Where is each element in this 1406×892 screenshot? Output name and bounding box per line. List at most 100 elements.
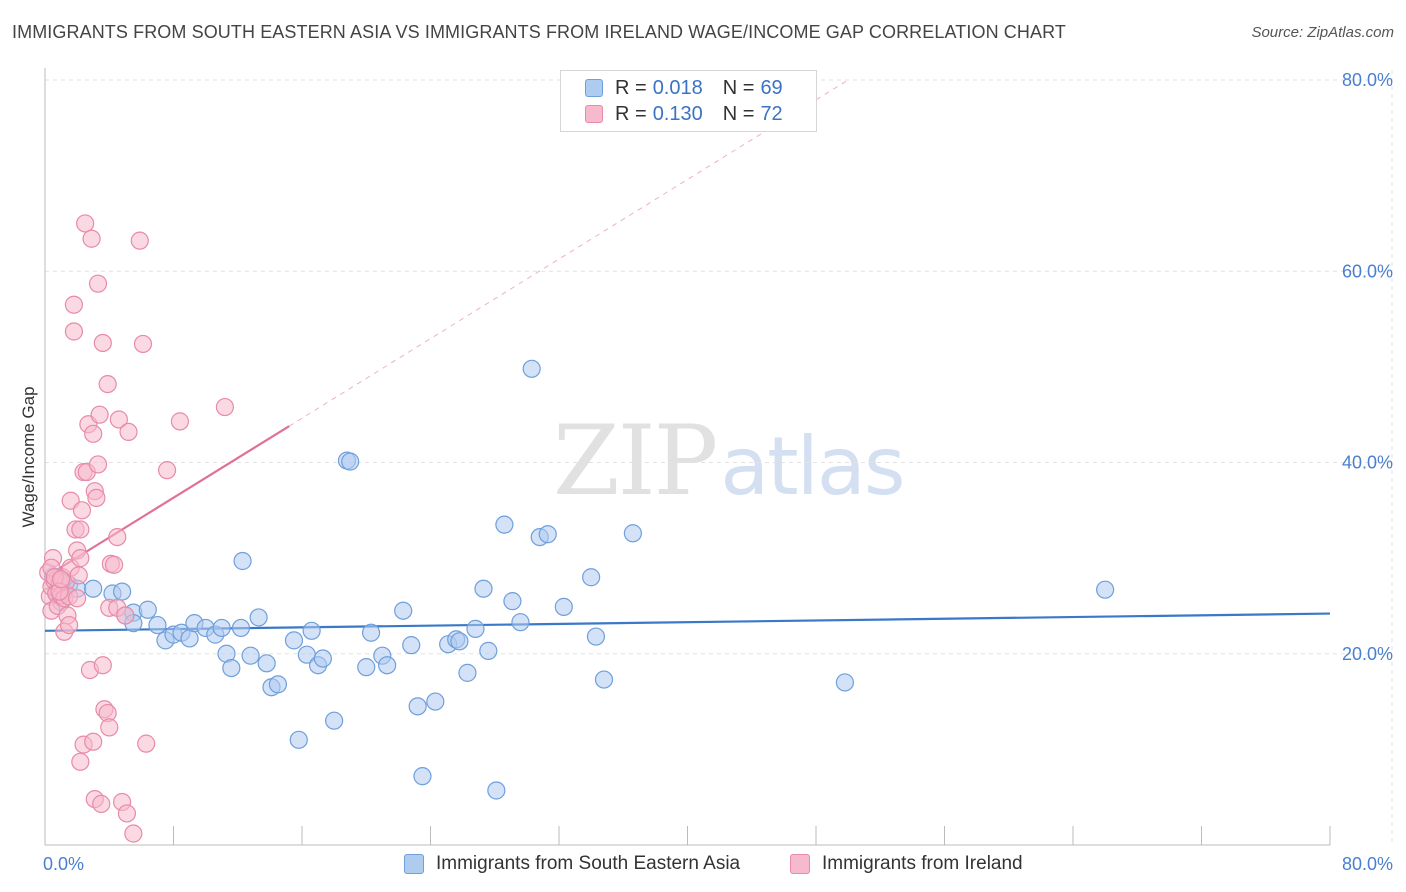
grid-lines <box>45 70 1393 845</box>
watermark-zip: ZIP <box>553 405 718 517</box>
point-south-eastern-asia <box>325 711 344 730</box>
point-south-eastern-asia <box>413 767 432 786</box>
point-south-eastern-asia <box>450 632 469 651</box>
x-tick-label-max: 80.0% <box>1342 854 1393 874</box>
point-ireland <box>116 606 135 625</box>
point-south-eastern-asia <box>408 697 427 716</box>
legend-swatch-pink <box>585 105 603 123</box>
point-south-eastern-asia <box>302 621 321 640</box>
point-ireland <box>51 570 71 589</box>
legend-row-south-eastern-asia: R = 0.018 N = 69 <box>585 76 783 100</box>
point-south-eastern-asia <box>138 600 157 619</box>
point-ireland <box>124 824 143 843</box>
point-south-eastern-asia <box>623 524 642 543</box>
legend-r-value: 0.018 <box>652 76 703 99</box>
legend-row-ireland: R = 0.130 N = 72 <box>585 102 783 126</box>
point-ireland <box>64 295 84 314</box>
point-ireland <box>119 422 138 441</box>
tick-labels: 20.0% 40.0% 60.0% 80.0% 0.0% 80.0% Wage/Income… <box>19 70 1393 874</box>
point-south-eastern-asia <box>233 551 252 571</box>
point-south-eastern-asia <box>241 646 260 665</box>
bottom-legend-swatch-pink <box>790 854 810 874</box>
point-south-eastern-asia <box>341 452 360 471</box>
point-south-eastern-asia <box>586 627 606 646</box>
point-ireland <box>90 405 109 424</box>
point-south-eastern-asia <box>357 658 376 677</box>
point-ireland <box>84 424 103 443</box>
point-south-eastern-asia <box>378 656 397 675</box>
watermark-atlas: atlas <box>720 420 905 513</box>
point-south-eastern-asia <box>284 631 304 650</box>
point-ireland <box>215 397 234 417</box>
point-ireland <box>84 732 103 751</box>
point-south-eastern-asia <box>538 525 557 544</box>
point-ireland <box>88 455 108 474</box>
point-ireland <box>104 555 124 574</box>
point-ireland <box>109 410 128 429</box>
point-ireland <box>87 488 106 507</box>
y-axis-label: Wage/Income Gap <box>19 386 38 527</box>
legend-r-value: 0.130 <box>652 102 703 125</box>
y-tick-label: 60.0% <box>1342 261 1393 281</box>
point-ireland <box>71 520 90 539</box>
point-south-eastern-asia <box>180 629 199 648</box>
point-ireland <box>68 589 87 608</box>
point-ireland <box>108 527 127 547</box>
point-south-eastern-asia <box>474 579 493 598</box>
legend-n-label: N = <box>722 76 755 99</box>
trend-line-blue <box>44 612 1331 632</box>
point-south-eastern-asia <box>394 601 413 620</box>
point-south-eastern-asia <box>249 608 268 627</box>
point-south-eastern-asia <box>426 692 445 711</box>
point-south-eastern-asia <box>511 613 530 632</box>
bottom-legend-swatch-blue <box>404 854 424 874</box>
watermark: ZIPatlas <box>553 405 906 517</box>
point-south-eastern-asia <box>361 623 381 642</box>
legend-r-label: R = <box>615 102 647 125</box>
point-south-eastern-asia <box>835 673 855 692</box>
point-south-eastern-asia <box>313 649 332 668</box>
point-south-eastern-asia <box>582 568 601 587</box>
point-ireland <box>59 615 79 635</box>
point-south-eastern-asia <box>458 663 477 682</box>
point-south-eastern-asia <box>257 654 276 673</box>
point-ireland <box>71 752 90 771</box>
series-ireland-points <box>39 214 234 843</box>
point-south-eastern-asia <box>479 641 498 660</box>
point-south-eastern-asia <box>466 619 485 638</box>
point-south-eastern-asia <box>554 597 573 616</box>
point-ireland <box>100 718 119 737</box>
point-ireland <box>88 274 108 293</box>
point-ireland <box>157 461 177 480</box>
axes <box>44 68 1331 846</box>
series-south-eastern-asia-points <box>43 359 1115 800</box>
point-ireland <box>69 566 88 585</box>
legend-n-value: 72 <box>760 102 783 125</box>
point-ireland <box>64 322 84 341</box>
point-south-eastern-asia <box>222 658 241 678</box>
point-south-eastern-asia <box>1096 580 1115 599</box>
y-tick-label: 40.0% <box>1342 453 1393 473</box>
y-tick-label: 80.0% <box>1342 70 1393 90</box>
point-south-eastern-asia <box>503 592 522 611</box>
bottom-legend-label: Immigrants from South Eastern Asia <box>436 853 741 874</box>
chart-title: IMMIGRANTS FROM SOUTH EASTERN ASIA VS IM… <box>12 22 1066 42</box>
point-ireland <box>98 374 117 394</box>
point-ireland <box>72 501 92 520</box>
legend-n-value: 69 <box>760 76 783 99</box>
point-south-eastern-asia <box>112 582 132 601</box>
point-ireland <box>92 794 111 813</box>
y-tick-label: 20.0% <box>1342 644 1393 664</box>
point-south-eastern-asia <box>495 515 514 534</box>
point-ireland <box>93 656 112 675</box>
point-ireland <box>137 734 156 753</box>
legend-swatch-blue <box>585 79 603 97</box>
bottom-legend-label: Immigrants from Ireland <box>822 853 1023 874</box>
trend-lines <box>44 79 1331 632</box>
point-ireland <box>170 412 190 431</box>
point-south-eastern-asia <box>487 781 506 800</box>
point-south-eastern-asia <box>268 675 288 694</box>
point-south-eastern-asia <box>212 618 231 638</box>
point-south-eastern-asia <box>289 730 308 749</box>
